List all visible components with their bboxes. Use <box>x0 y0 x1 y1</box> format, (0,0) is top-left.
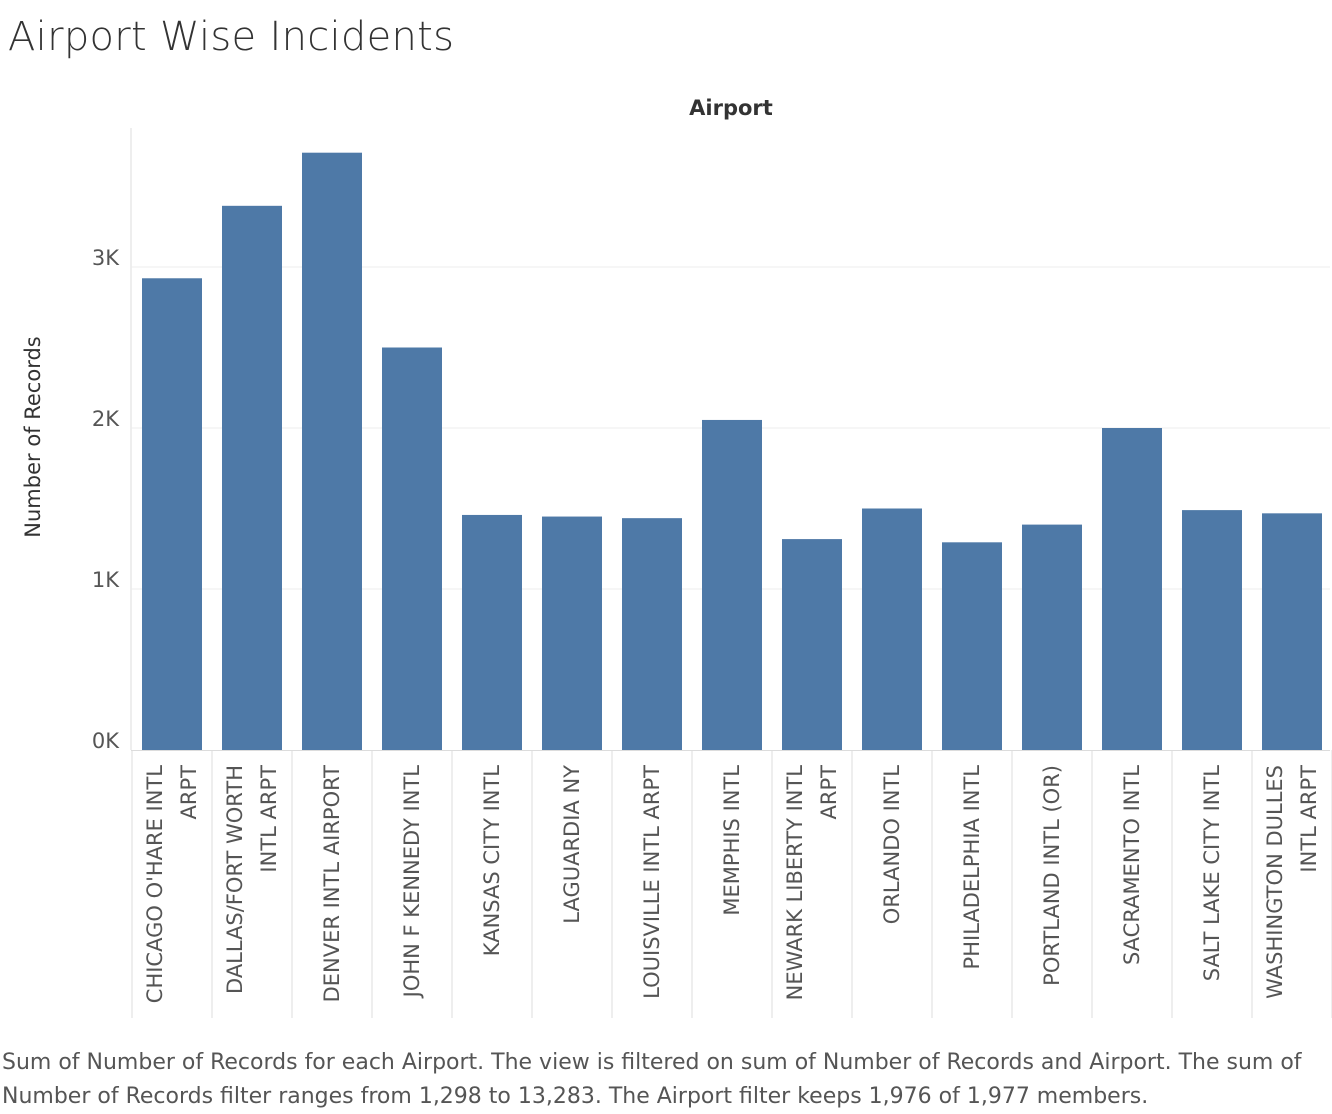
bar <box>462 514 522 750</box>
x-tick-label: SALT LAKE CITY INTL <box>1200 765 1224 982</box>
page-title: Airport Wise Incidents <box>8 14 455 60</box>
bar <box>302 152 362 750</box>
x-tick-label-line: PHILADELPHIA INTL <box>960 765 984 970</box>
bar <box>702 419 762 750</box>
x-tick-label: WASHINGTON DULLES INTL ARPT <box>1263 765 1321 999</box>
x-tick-label-line: LAGUARDIA NY <box>560 765 584 924</box>
x-tick-label-line: LOUISVILLE INTL ARPT <box>640 765 664 999</box>
x-tick-label: PORTLAND INTL (OR) <box>1040 765 1064 986</box>
x-tick-label-line: CHICAGO O'HARE INTL <box>143 765 167 1004</box>
bar <box>142 278 202 750</box>
x-tick-label-line: NEWARK LIBERTY INTL <box>783 765 807 1001</box>
bar <box>942 542 1002 750</box>
x-tick-label-line: WASHINGTON DULLES <box>1263 765 1287 999</box>
x-tick-label-line: ORLANDO INTL <box>880 765 904 924</box>
x-tick-label: LOUISVILLE INTL ARPT <box>640 765 664 999</box>
chart-caption: Sum of Number of Records for each Airpor… <box>2 1050 1302 1109</box>
x-tick-label: SACRAMENTO INTL <box>1120 765 1144 965</box>
bar <box>222 205 282 750</box>
x-tick-label: CHICAGO O'HARE INTL ARPT <box>143 765 201 1004</box>
x-tick-label: DENVER INTL AIRPORT <box>320 765 344 1003</box>
x-tick-label-line: DALLAS/FORT WORTH <box>223 765 247 994</box>
y-tick-label: 0K <box>92 729 120 753</box>
x-tick-label-line: ARPT <box>177 765 201 820</box>
bar <box>622 518 682 750</box>
y-axis-ticks: 0K 1K 2K 3K <box>92 246 120 753</box>
x-tick-label: JOHN F KENNEDY INTL <box>400 765 424 1000</box>
x-tick-label-line: JOHN F KENNEDY INTL <box>400 765 424 1000</box>
y-axis-title: Number of Records <box>21 336 45 537</box>
x-tick-label: DALLAS/FORT WORTH INTL ARPT <box>223 765 281 994</box>
y-tick-label: 3K <box>92 246 120 270</box>
x-axis <box>131 750 1332 1018</box>
bar <box>782 539 842 750</box>
bar <box>542 516 602 750</box>
x-tick-label: NEWARK LIBERTY INTL ARPT <box>783 765 841 1001</box>
x-tick-label: MEMPHIS INTL <box>720 765 744 916</box>
x-tick-label: ORLANDO INTL <box>880 765 904 924</box>
x-tick-label-line: INTL ARPT <box>257 765 281 873</box>
x-axis-labels: CHICAGO O'HARE INTL ARPT DALLAS/FORT WORTH… <box>143 765 1321 1004</box>
x-tick-label-line: INTL ARPT <box>1297 765 1321 873</box>
y-tick-label: 1K <box>92 568 120 592</box>
x-tick-label-line: SACRAMENTO INTL <box>1120 765 1144 965</box>
x-tick-label-line: PORTLAND INTL (OR) <box>1040 765 1064 986</box>
bar <box>1262 513 1322 750</box>
bars <box>142 152 1322 750</box>
x-tick-label-line: SALT LAKE CITY INTL <box>1200 765 1224 982</box>
x-tick-label: LAGUARDIA NY <box>560 765 584 924</box>
bar <box>1182 510 1242 750</box>
x-tick-label-line: ARPT <box>817 765 841 820</box>
bar <box>862 508 922 750</box>
x-tick-label-line: DENVER INTL AIRPORT <box>320 765 344 1003</box>
bar <box>1022 524 1082 750</box>
x-tick-label-line: MEMPHIS INTL <box>720 765 744 916</box>
x-tick-label: KANSAS CITY INTL <box>480 765 504 956</box>
y-tick-label: 2K <box>92 407 120 431</box>
x-tick-label-line: KANSAS CITY INTL <box>480 765 504 956</box>
bar <box>382 347 442 750</box>
bar-chart: Airport Number of Records 0K 1K 2K 3K CHICA… <box>21 96 1332 1018</box>
bar <box>1102 428 1162 750</box>
chart-title: Airport <box>689 96 773 120</box>
x-tick-label: PHILADELPHIA INTL <box>960 765 984 970</box>
